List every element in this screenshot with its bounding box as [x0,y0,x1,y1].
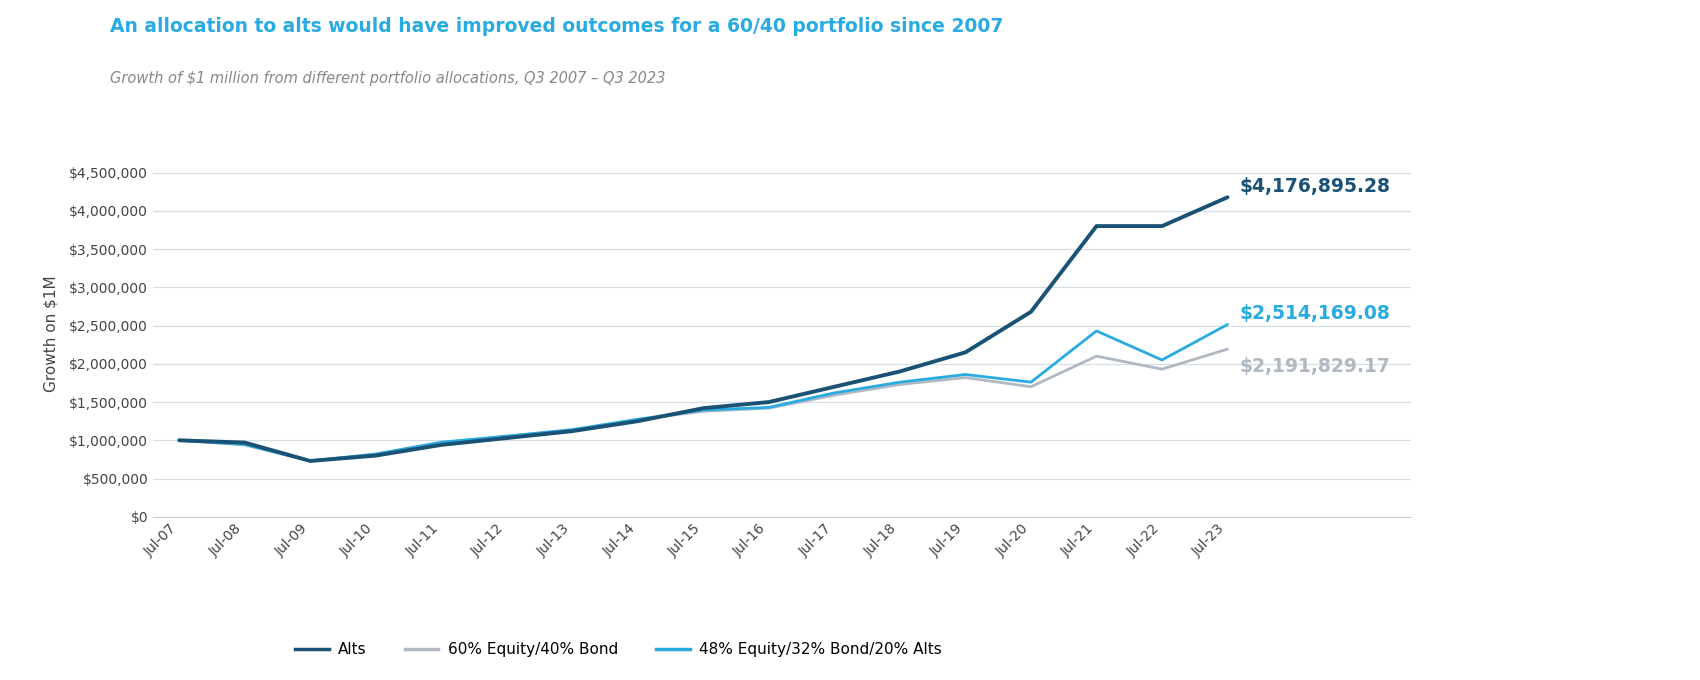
Y-axis label: Growth on $1M: Growth on $1M [42,275,58,392]
Text: An allocation to alts would have improved outcomes for a 60/40 portfolio since 2: An allocation to alts would have improve… [110,17,1005,36]
Text: Growth of $1 million from different portfolio allocations, Q3 2007 – Q3 2023: Growth of $1 million from different port… [110,71,666,86]
Text: $2,191,829.17: $2,191,829.17 [1239,357,1391,376]
Legend: Alts, 60% Equity/40% Bond, 48% Equity/32% Bond/20% Alts: Alts, 60% Equity/40% Bond, 48% Equity/32… [289,636,947,664]
Text: $4,176,895.28: $4,176,895.28 [1239,177,1391,196]
Text: $2,514,169.08: $2,514,169.08 [1239,304,1391,323]
